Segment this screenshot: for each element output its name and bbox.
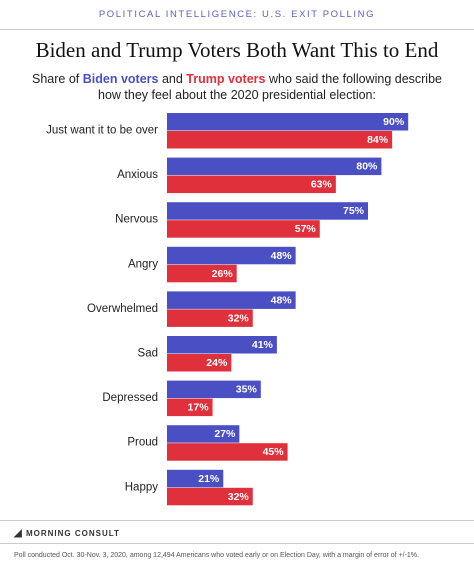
category-label: Anxious	[117, 169, 158, 181]
bar	[167, 425, 240, 443]
rule	[0, 520, 474, 521]
rule	[0, 29, 474, 30]
value-label: 48%	[271, 294, 293, 306]
value-label: 32%	[228, 312, 250, 324]
legend-entry: Trump voters	[186, 72, 266, 86]
bar	[167, 113, 409, 131]
value-label: 45%	[263, 446, 285, 458]
subtitle-text: who said the following describe	[268, 72, 442, 86]
value-label: 63%	[311, 179, 333, 191]
category-label: Nervous	[115, 214, 158, 226]
subtitle-text: how they feel about the 2020 presidentia…	[98, 88, 376, 102]
value-label: 80%	[356, 161, 378, 173]
value-label: 32%	[228, 491, 250, 503]
category-label: Proud	[127, 437, 158, 449]
logo-text: MORNING CONSULT	[25, 529, 120, 538]
value-label: 21%	[198, 473, 220, 485]
bar	[167, 131, 393, 149]
bar	[167, 202, 368, 220]
bar	[167, 398, 213, 417]
header: POLITICAL INTELLIGENCE: U.S. EXIT POLLIN…	[98, 9, 376, 20]
legend-entry: Biden voters	[82, 72, 159, 86]
value-label: 57%	[295, 223, 317, 235]
value-label: 26%	[212, 268, 234, 280]
category-label: Overwhelmed	[87, 303, 158, 315]
bar	[167, 175, 336, 194]
bar	[167, 264, 237, 283]
bar	[167, 157, 382, 176]
value-label: 84%	[367, 134, 389, 146]
value-label: 35%	[236, 384, 258, 396]
value-label: 75%	[343, 205, 365, 217]
subtitle-text: Share of	[32, 72, 80, 86]
rule	[0, 543, 474, 544]
logo: ◢ MORNING CONSULT	[14, 528, 120, 539]
category-label: Sad	[138, 348, 158, 360]
value-label: 90%	[383, 116, 405, 128]
bar	[167, 380, 261, 399]
value-label: 24%	[206, 357, 228, 369]
bar	[167, 443, 288, 461]
source-note: Poll conducted Oct. 30-Nov. 3, 2020, amo…	[14, 552, 419, 559]
value-label: 48%	[271, 250, 293, 262]
bar	[167, 220, 320, 238]
bar	[167, 246, 296, 265]
bar	[167, 309, 253, 327]
bar	[167, 336, 277, 354]
bar	[167, 487, 253, 506]
subtitle-text: and	[161, 72, 183, 86]
category-label: Angry	[128, 258, 158, 270]
bar	[167, 291, 296, 309]
category-label: Depressed	[102, 392, 158, 404]
bar	[167, 469, 224, 488]
chart-title: Biden and Trump Voters Both Want This to…	[35, 38, 439, 62]
category-label: Happy	[125, 481, 158, 493]
value-label: 41%	[252, 339, 274, 351]
category-label: Just want it to be over	[46, 125, 158, 137]
bar	[167, 354, 232, 372]
subtitle: Share of Biden voters and Trump voters w…	[0, 71, 474, 103]
value-label: 17%	[188, 402, 210, 414]
value-label: 27%	[214, 428, 236, 440]
